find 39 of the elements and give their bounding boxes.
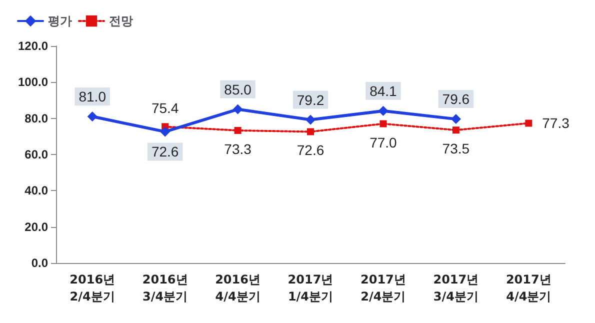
x-tick-label: 2017년 1/4분기 <box>288 272 334 304</box>
y-tick-label: 120.0 <box>18 39 48 53</box>
data-label: 72.6 <box>296 142 324 158</box>
point <box>452 126 460 134</box>
point <box>306 114 316 125</box>
data-label: 85.0 <box>224 81 252 98</box>
point <box>450 114 461 124</box>
point <box>160 126 170 137</box>
y-tick-label: 60.0 <box>24 148 48 162</box>
data-label: 75.4 <box>151 100 179 116</box>
x-tick-label: 2016년 3/4분기 <box>142 272 188 304</box>
data-label: 84.1 <box>370 82 398 99</box>
x-tick-label: 2016년 4/4분기 <box>215 272 260 304</box>
data-label: 79.6 <box>442 91 470 108</box>
data-label: 81.0 <box>78 88 106 105</box>
y-tick-label: 0.0 <box>31 256 48 270</box>
point <box>232 104 243 114</box>
legend-label: 평가 <box>48 14 72 28</box>
data-label: 73.5 <box>442 140 470 157</box>
y-tick-label: 80.0 <box>24 111 48 126</box>
point <box>307 128 314 136</box>
data-label: 77.0 <box>370 134 398 150</box>
x-tick-label: 2017년 4/4분기 <box>506 272 552 304</box>
point <box>87 112 98 122</box>
point <box>378 106 388 116</box>
y-tick-label: 100.0 <box>18 75 48 90</box>
point <box>380 120 387 128</box>
point <box>234 126 242 134</box>
data-label: 77.3 <box>542 115 570 132</box>
x-tick-label: 2017년 3/4분기 <box>433 272 479 304</box>
x-tick-label: 2017년 2/4분기 <box>360 272 406 304</box>
data-label: 73.3 <box>224 140 252 157</box>
y-tick-label: 20.0 <box>24 220 48 234</box>
y-tick-label: 40.0 <box>24 184 48 198</box>
data-label: 72.6 <box>151 144 179 160</box>
data-label: 79.2 <box>296 92 324 108</box>
x-tick-label: 2016년 2/4분기 <box>70 272 116 304</box>
point <box>525 120 532 127</box>
legend-label: 전망 <box>109 14 133 28</box>
